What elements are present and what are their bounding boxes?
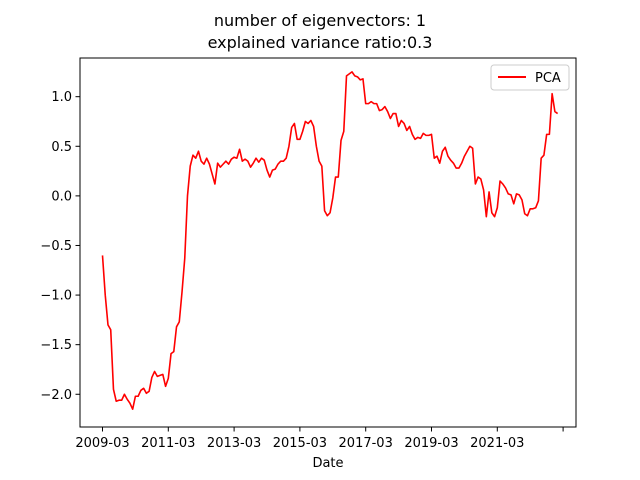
x-tick-label: 2011-03 xyxy=(141,436,195,451)
series-line-pca xyxy=(101,71,559,410)
x-tick-label: 2009-03 xyxy=(75,436,129,451)
x-tick-label: 2021-03 xyxy=(470,436,524,451)
y-tick-label: −1.0 xyxy=(40,289,72,304)
chart-title: number of eigenvectors: 1 xyxy=(213,11,427,30)
legend-box xyxy=(490,64,570,91)
legend-label-pca: PCA xyxy=(535,71,561,86)
y-tick-label: 0.0 xyxy=(51,189,72,204)
x-axis-label: Date xyxy=(312,456,343,471)
y-tick-label: −2.0 xyxy=(40,388,72,403)
x-tick-label: 2015-03 xyxy=(273,436,327,451)
y-tick-label: 0.5 xyxy=(51,140,72,155)
y-tick-label: −1.5 xyxy=(40,338,72,353)
legend: PCA xyxy=(490,64,570,91)
x-tick-label: 2013-03 xyxy=(207,436,261,451)
y-tick-label: 1.0 xyxy=(51,90,72,105)
x-tick-label: 2019-03 xyxy=(404,436,458,451)
plot-frame xyxy=(79,57,577,428)
y-tick-label: −0.5 xyxy=(40,239,72,254)
x-tick-label: 2017-03 xyxy=(339,436,393,451)
chart-subtitle: explained variance ratio:0.3 xyxy=(207,33,433,52)
